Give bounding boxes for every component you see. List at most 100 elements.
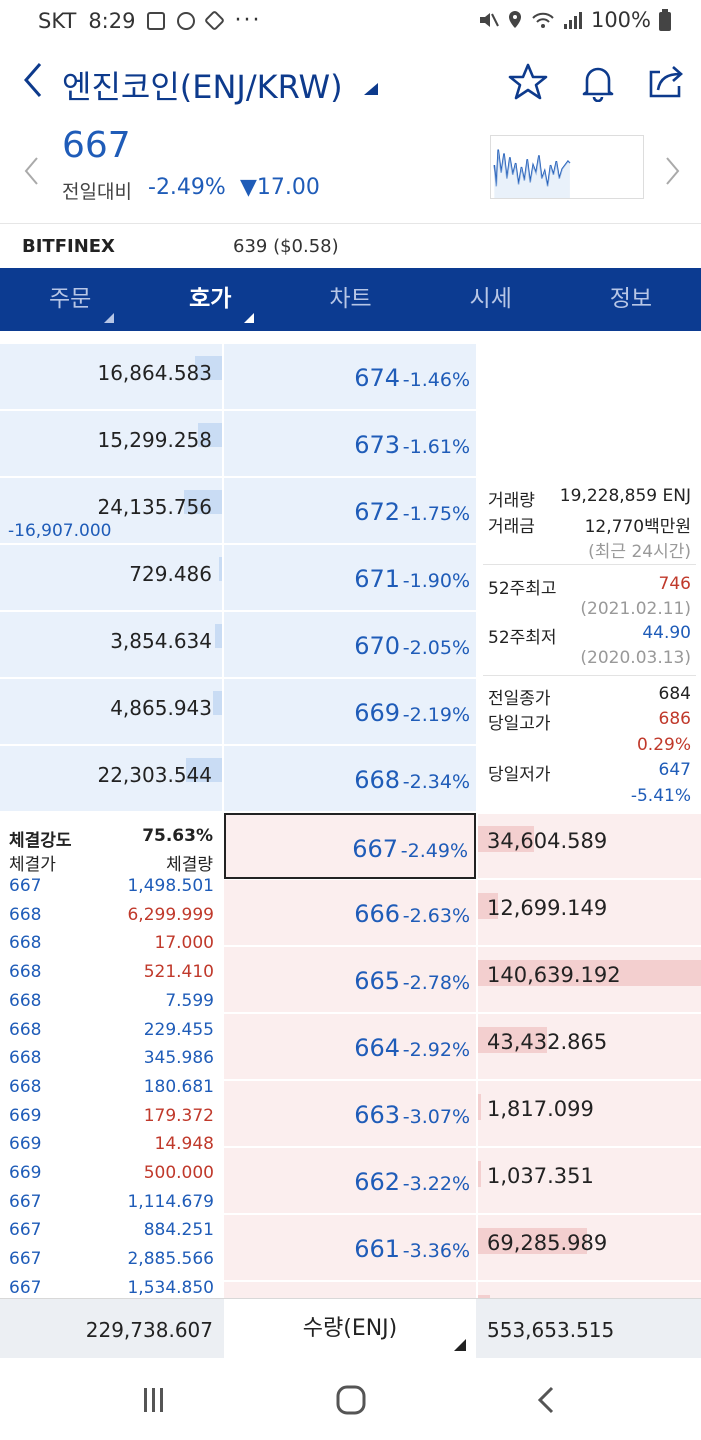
day-high-pct: 0.29%: [636, 735, 691, 755]
bid-price-row[interactable]: [224, 1282, 476, 1298]
ask-price-pct: -2.05%: [402, 637, 470, 659]
bid-price: 666: [354, 900, 400, 928]
ask-volume[interactable]: 15,299.258: [0, 411, 222, 477]
low52-value: 44.90: [642, 623, 691, 643]
ask-volume[interactable]: 729.486: [0, 545, 222, 611]
ask-price-row[interactable]: 671 -1.90%: [224, 545, 476, 611]
ask-price-row[interactable]: 668 -2.34%: [224, 746, 476, 812]
unit-selector[interactable]: 수량(ENJ): [224, 1299, 476, 1359]
current-price-row[interactable]: 667 -2.49%: [224, 813, 476, 879]
share-icon[interactable]: [646, 62, 686, 102]
trade-price: 669: [9, 1163, 42, 1183]
tab-market[interactable]: 시세: [469, 286, 512, 312]
trade-volume: 229.455: [143, 1019, 214, 1040]
home-icon[interactable]: [333, 1382, 369, 1418]
trade-strength-value: 75.63%: [142, 826, 213, 846]
bid-price-pct: -2.78%: [402, 972, 470, 994]
ask-price-row[interactable]: 673 -1.61%: [224, 411, 476, 477]
ask-volume-value: 24,135.756: [97, 495, 212, 519]
bid-price-pct: -3.36%: [402, 1240, 470, 1262]
ask-price-row[interactable]: 674 -1.46%: [224, 344, 476, 410]
bid-price: 667: [352, 835, 398, 863]
trade-row: 668 229.455: [0, 1020, 222, 1048]
ask-volume-bar: [186, 758, 222, 782]
ask-price-row[interactable]: 669 -2.19%: [224, 679, 476, 745]
trade-price: 668: [9, 962, 42, 983]
bid-volume[interactable]: 1,037.351: [478, 1148, 701, 1214]
bid-volume[interactable]: 1,817.099: [478, 1081, 701, 1147]
bid-price-row[interactable]: 663 -3.07%: [224, 1081, 476, 1147]
recent-apps-icon[interactable]: [136, 1382, 172, 1418]
trade-row: 669 14.948: [0, 1134, 222, 1162]
trade-row: 668 17.000: [0, 933, 222, 961]
ask-volume[interactable]: 22,303.544: [0, 746, 222, 812]
trade-row: 669 500.000: [0, 1163, 222, 1191]
bid-volume[interactable]: 34,604.589: [478, 813, 701, 879]
bid-volume-bar: [478, 1228, 587, 1254]
bid-price-row[interactable]: 661 -3.36%: [224, 1215, 476, 1281]
trade-price: 667: [9, 876, 42, 896]
ask-price-pct: -1.75%: [402, 503, 470, 525]
bid-price: 661: [354, 1235, 400, 1263]
gallery-icon: [147, 11, 166, 30]
tab-info[interactable]: 정보: [609, 286, 653, 312]
trade-price: 669: [9, 1105, 42, 1126]
bid-price-row[interactable]: 662 -3.22%: [224, 1148, 476, 1214]
signal-icon: [563, 12, 582, 29]
mute-icon: [479, 13, 499, 27]
bid-volume[interactable]: 12,699.149: [478, 880, 701, 946]
bid-volume-value: 12,699.149: [487, 896, 608, 920]
bid-volume[interactable]: [478, 1282, 701, 1298]
low52-label: 52주최저: [488, 628, 557, 648]
tab-order[interactable]: 주문: [0, 268, 140, 331]
ask-price-row[interactable]: 670 -2.05%: [224, 612, 476, 678]
ask-volume-value: 16,864.583: [97, 361, 212, 385]
page-title[interactable]: 엔진코인(ENJ/KRW): [62, 68, 343, 106]
ask-volume[interactable]: 4,865.943: [0, 679, 222, 745]
trade-row: 668 345.986: [0, 1048, 222, 1076]
star-icon[interactable]: [508, 62, 548, 102]
order-book[interactable]: 16,864.583 674 -1.46% 15,299.258 673 -1.…: [0, 331, 701, 1298]
bell-icon[interactable]: [578, 62, 618, 102]
prev-close-value: 684: [658, 684, 691, 704]
ask-price: 670: [354, 632, 400, 660]
trade-price: 669: [9, 1134, 42, 1155]
bid-volume-value: 34,604.589: [487, 829, 608, 853]
bid-volume[interactable]: 140,639.192: [478, 947, 701, 1013]
mini-price-chart[interactable]: [490, 135, 644, 199]
bid-volume-bar: [478, 1161, 481, 1187]
tab-chart[interactable]: 차트: [329, 286, 372, 312]
prev-close-label: 전일종가: [488, 689, 551, 709]
back-nav-icon[interactable]: [530, 1382, 566, 1418]
bid-price-row[interactable]: 666 -2.63%: [224, 880, 476, 946]
next-coin-icon[interactable]: [662, 156, 682, 186]
trade-volume: 884.251: [143, 1220, 214, 1241]
trade-volume: 345.986: [143, 1048, 214, 1069]
trade-price: 668: [9, 904, 42, 925]
bid-price-pct: -3.07%: [402, 1106, 470, 1128]
bid-volume[interactable]: 69,285.989: [478, 1215, 701, 1281]
ask-price-pct: -2.19%: [402, 704, 470, 726]
back-icon[interactable]: [18, 60, 48, 100]
ask-price-pct: -1.61%: [402, 436, 470, 458]
tab-orderbook[interactable]: 호가: [140, 268, 280, 331]
ask-volume[interactable]: 24,135.756 -16,907.000: [0, 478, 222, 544]
system-nav-bar: [0, 1358, 701, 1440]
ask-volume[interactable]: 3,854.634: [0, 612, 222, 678]
previous-coin-icon[interactable]: [22, 156, 42, 186]
bid-price-row[interactable]: 665 -2.78%: [224, 947, 476, 1013]
bid-price-row[interactable]: 664 -2.92%: [224, 1014, 476, 1080]
trade-volume: 521.410: [143, 962, 214, 983]
ask-price-row[interactable]: 672 -1.75%: [224, 478, 476, 544]
ask-volume-value: 15,299.258: [97, 428, 212, 452]
bid-volume[interactable]: 43,432.865: [478, 1014, 701, 1080]
ask-volume[interactable]: 16,864.583: [0, 344, 222, 410]
trade-volume: 2,885.566: [127, 1249, 214, 1270]
trade-price: 668: [9, 933, 42, 954]
day-high-value: 686: [658, 709, 691, 729]
title-dropdown-caret[interactable]: [364, 83, 378, 95]
volume-value: 19,228,859 ENJ: [559, 486, 691, 506]
bid-volume-bar: [478, 1027, 547, 1053]
ask-volume-bar: [213, 691, 222, 715]
bid-volume-bar: [478, 893, 498, 919]
